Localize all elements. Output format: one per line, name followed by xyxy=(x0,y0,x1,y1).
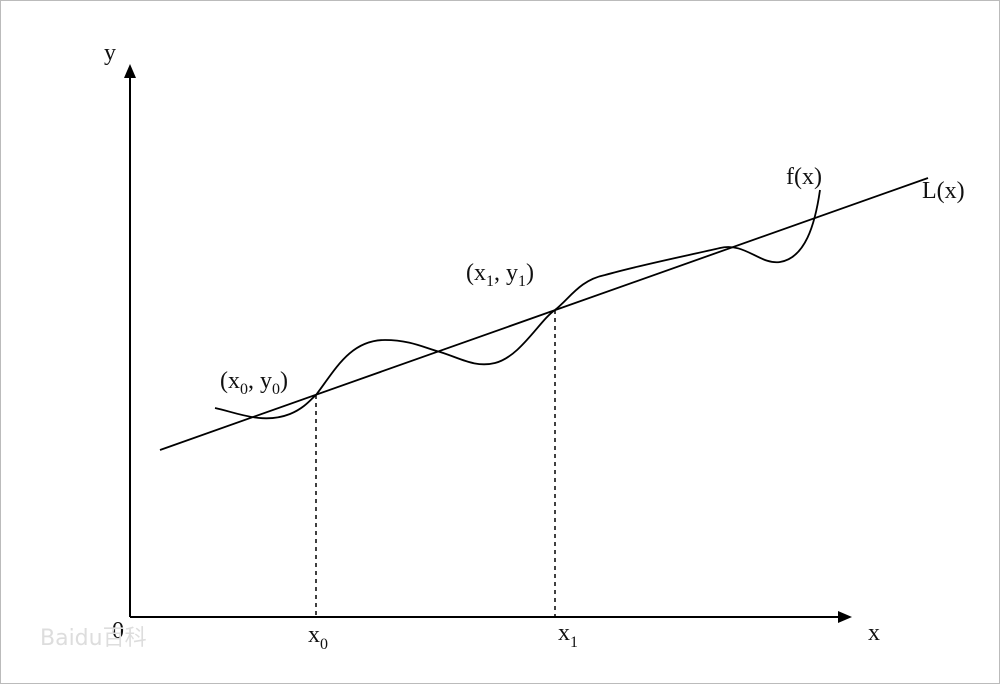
label-part: ) xyxy=(526,260,534,286)
l-label: L(x) xyxy=(922,178,965,204)
x-label: x xyxy=(868,620,880,646)
label-sub: 0 xyxy=(240,381,248,398)
tick-x1: x1 xyxy=(558,620,578,651)
curve-f xyxy=(214,189,821,420)
tick-base: x xyxy=(308,622,320,648)
tick-base: x xyxy=(558,620,570,646)
y-arrow xyxy=(124,64,136,78)
tick-x0: x0 xyxy=(308,622,328,653)
label-part: (x xyxy=(220,368,240,394)
x-arrow xyxy=(838,611,852,623)
label-part: ) xyxy=(280,368,288,394)
line-l xyxy=(159,177,929,451)
label-part: , y xyxy=(494,260,518,286)
y-label: y xyxy=(104,40,116,66)
origin-label: 0 xyxy=(112,618,124,644)
f-label: f(x) xyxy=(786,164,822,190)
tick-sub: 0 xyxy=(320,636,328,653)
label-sub: 1 xyxy=(518,273,526,290)
label-sub: 1 xyxy=(486,273,494,290)
label-part: , y xyxy=(248,368,272,394)
point-label-0: (x0, y0) xyxy=(220,368,288,398)
label-sub: 0 xyxy=(272,381,280,398)
label-part: (x xyxy=(466,260,486,286)
watermark: Baidu百科 xyxy=(40,626,147,651)
tick-sub: 1 xyxy=(570,634,578,651)
point-label-1: (x1, y1) xyxy=(466,260,534,290)
